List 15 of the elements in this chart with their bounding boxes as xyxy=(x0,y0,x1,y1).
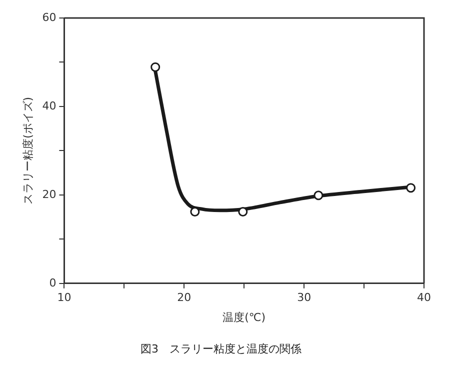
x-tick-label: 20 xyxy=(177,290,192,304)
point xyxy=(238,206,248,216)
point xyxy=(314,190,324,200)
y-tick-label: 40 xyxy=(42,99,56,112)
x-axis-title: 温度(℃) xyxy=(222,311,266,324)
x-tick-label: 10 xyxy=(57,290,72,304)
x-tick-label: 40 xyxy=(417,290,431,304)
y-tick-label: 20 xyxy=(42,188,56,201)
x-tick-label: 30 xyxy=(297,290,312,304)
text: 図3 スラリー粘度と温度の関係 xyxy=(140,342,302,356)
y-axis-title: スラリー粘度(ポイズ) xyxy=(21,96,34,204)
point xyxy=(406,183,416,193)
point xyxy=(150,62,160,72)
y-tick-label: 0 xyxy=(49,276,56,290)
y-tick-label: 60 xyxy=(42,10,56,24)
